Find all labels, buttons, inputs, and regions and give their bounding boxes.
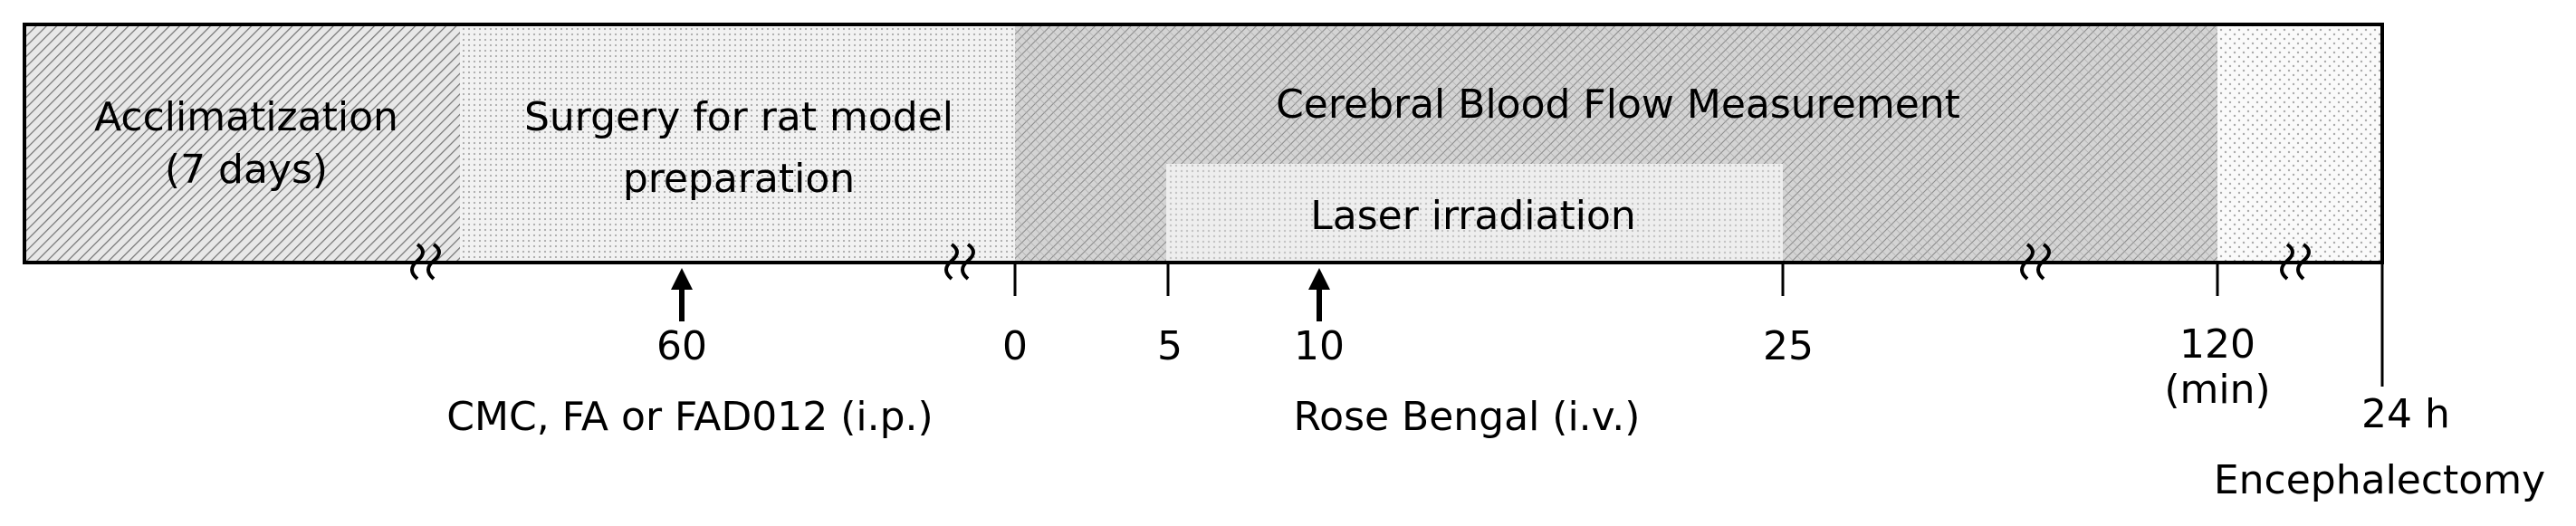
arrow (1308, 268, 1330, 321)
break-mark (2020, 243, 2051, 281)
tick-label: 120 (2179, 321, 2255, 368)
acclimatization-phase (24, 24, 460, 263)
tick-label: 24 h (2361, 391, 2450, 437)
timeline-frame (23, 23, 2384, 264)
phase-label: (7 days) (165, 147, 328, 193)
laser-phase (1166, 164, 1783, 263)
phase-label: preparation (623, 156, 855, 202)
phase-label: Surgery for rat model (524, 94, 953, 140)
break-mark (944, 243, 975, 281)
ticks (671, 263, 2384, 387)
arrow (671, 268, 693, 321)
break-marks (410, 243, 2311, 281)
tick-label: 5 (1157, 323, 1183, 369)
final-phase (2217, 24, 2382, 263)
break-mark (2280, 243, 2311, 281)
phase-label: Laser irradiation (1310, 193, 1636, 239)
annotation: Encephalectomy (2214, 457, 2545, 503)
surgery-phase (460, 24, 1015, 263)
phase-label: Cerebral Blood Flow Measurement (1276, 81, 1960, 128)
tick-label: 25 (1763, 323, 1814, 369)
break-mark (410, 243, 441, 281)
annotation: CMC, FA or FAD012 (i.p.) (446, 394, 933, 440)
phase-label: Acclimatization (94, 94, 398, 140)
tick-label: 10 (1294, 323, 1345, 369)
tick-unit: (min) (2164, 367, 2270, 413)
tick-label: 0 (1002, 323, 1028, 369)
annotation: Rose Bengal (i.v.) (1294, 394, 1641, 440)
phases (23, 23, 2384, 264)
tick-label: 60 (656, 323, 707, 369)
